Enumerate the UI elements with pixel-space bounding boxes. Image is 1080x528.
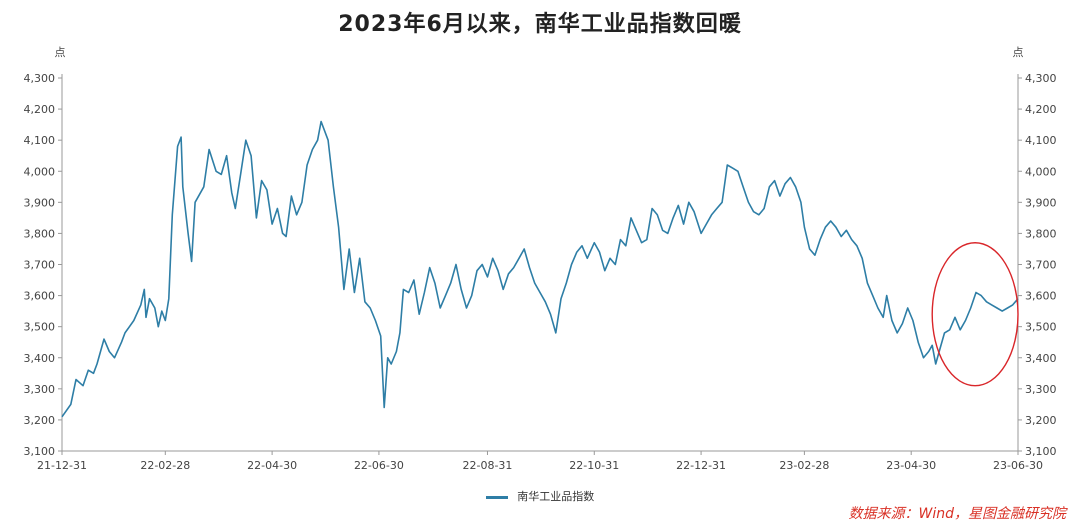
highlight-ellipse [931,242,1019,387]
annotation-layer [931,242,1019,387]
y-tick-label-right: 3,900 [1025,196,1057,209]
x-tick-label: 23-06-30 [993,459,1043,472]
y-tick-label-left: 4,100 [24,134,56,147]
x-tick-label: 21-12-31 [37,459,87,472]
x-tick-label: 22-04-30 [247,459,297,472]
legend-label: 南华工业品指数 [517,490,595,503]
x-tick-label: 22-10-31 [569,459,619,472]
y-tick-label-right: 3,400 [1025,352,1057,365]
x-tick-label: 22-02-28 [140,459,190,472]
y-tick-label-right: 3,500 [1025,321,1057,334]
chart-title: 2023年6月以来，南华工业品指数回暖 [338,12,742,37]
y-tick-label-left: 3,100 [24,445,56,458]
x-tick-label: 23-02-28 [779,459,829,472]
y-tick-label-left: 3,300 [24,383,56,396]
y-tick-label-left: 3,600 [24,290,56,303]
legend-swatch [485,495,508,499]
y-tick-label-right: 4,200 [1025,103,1057,116]
x-tick-label: 22-06-30 [354,459,404,472]
y-axis-unit-left: 点 [55,46,66,59]
series-layer [61,120,1019,418]
y-tick-label-left: 3,900 [24,196,56,209]
x-tick-label: 22-08-31 [463,459,513,472]
y-tick-label-left: 3,800 [24,227,56,240]
y-tick-label-right: 3,100 [1025,445,1057,458]
y-tick-label-left: 3,500 [24,321,56,334]
y-tick-label-right: 3,700 [1025,259,1057,272]
y-tick-label-left: 4,200 [24,103,56,116]
y-axis-unit-right: 点 [1013,46,1024,59]
axes: 点 点 3,100 3,100 3,200 3,200 3,300 3,300 3,400 3,4… [24,46,1057,472]
source-note: 数据来源：Wind，星图金融研究院 [848,506,1067,522]
y-tick-label-left: 4,000 [24,165,56,178]
y-tick-label-left: 3,200 [24,414,56,427]
series-line [61,120,1019,418]
x-tick-label: 22-12-31 [676,459,726,472]
x-tick-label: 23-04-30 [886,459,936,472]
y-tick-label-right: 4,100 [1025,134,1057,147]
legend: 南华工业品指数 [0,488,1080,504]
y-tick-label-left: 3,700 [24,259,56,272]
y-tick-label-left: 4,300 [24,72,56,85]
y-tick-label-right: 4,300 [1025,72,1057,85]
y-tick-label-right: 3,200 [1025,414,1057,427]
y-tick-label-right: 4,000 [1025,165,1057,178]
y-tick-label-left: 3,400 [24,352,56,365]
y-tick-label-right: 3,600 [1025,290,1057,303]
y-tick-label-right: 3,800 [1025,227,1057,240]
y-tick-label-right: 3,300 [1025,383,1057,396]
